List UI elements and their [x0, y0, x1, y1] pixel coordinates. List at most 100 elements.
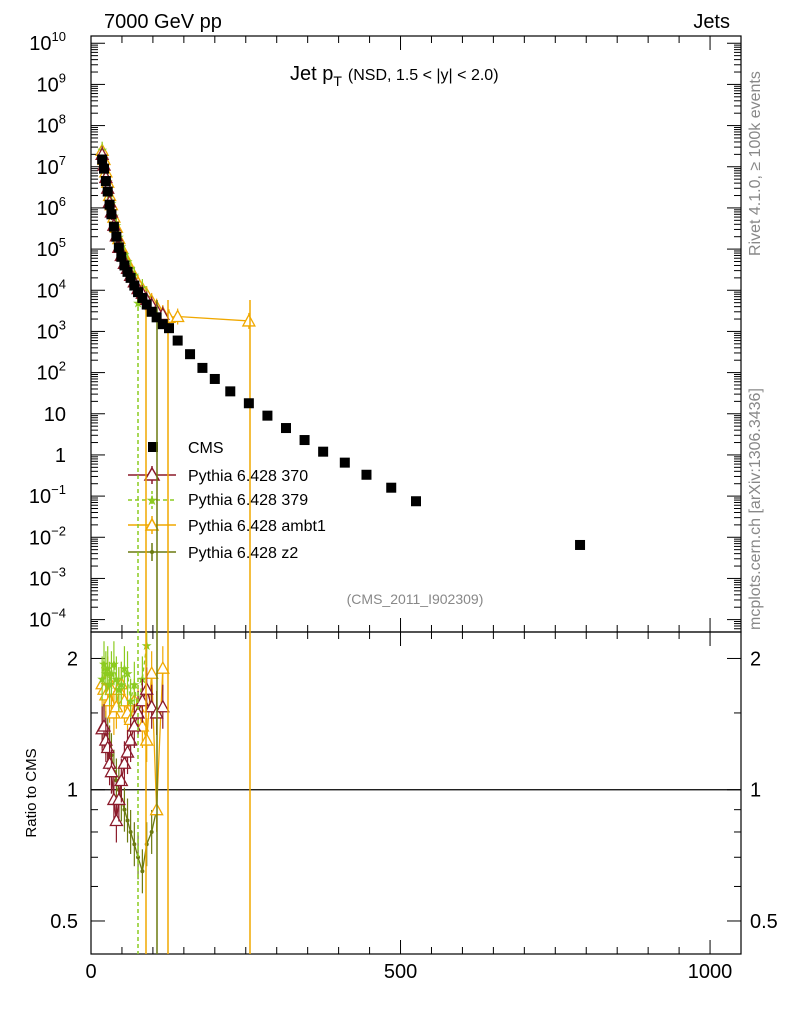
ratio-point	[144, 665, 159, 679]
y-tick-base: 10	[37, 157, 59, 179]
header-analysis-label: Jets	[693, 11, 730, 33]
y-tick-exponent: 9	[59, 70, 66, 85]
y-tick-base: 10	[37, 280, 59, 302]
cms-data-point	[281, 423, 291, 434]
legend-label-z2: Pythia 6.428 z2	[188, 545, 298, 562]
data-point	[241, 313, 256, 327]
ratio-tick-label-right: 2	[750, 648, 761, 670]
ratio-point	[155, 660, 170, 674]
ratio-point: ★	[98, 657, 110, 672]
y-tick-base: 10	[37, 239, 59, 261]
ratio-point	[123, 732, 138, 746]
cms-data-point	[151, 312, 162, 323]
y-tick-exponent: −1	[51, 482, 66, 497]
y-tick-base: 10	[37, 321, 59, 343]
cms-data-point	[97, 154, 108, 165]
ratio-point: ★	[100, 667, 112, 682]
y-tick-base: 10	[29, 486, 51, 508]
y-tick-base: 10	[29, 568, 51, 590]
legend-label-370: Pythia 6.428 370	[188, 468, 308, 485]
cms-data-point	[209, 373, 220, 384]
cms-data-point	[129, 280, 140, 291]
ratio-point: ★	[108, 657, 120, 672]
cms-data-point	[116, 251, 127, 262]
data-point: ★	[132, 297, 144, 312]
ratio-point: ★	[129, 678, 141, 693]
cms-data-point	[339, 457, 350, 468]
ratio-tick-label-right: 1	[750, 780, 761, 802]
y-tick-exponent: 2	[59, 359, 66, 374]
data-point	[170, 309, 185, 323]
analysis-watermark: (CMS_2011_I902309)	[347, 591, 484, 607]
ratio-point	[140, 869, 145, 874]
cms-data-point	[157, 319, 168, 330]
cms-data-point	[318, 446, 329, 457]
y-tick-label: 10−3	[29, 564, 66, 590]
cms-data-point	[100, 176, 111, 187]
y-tick-base: 10	[37, 363, 59, 385]
cms-data-point	[125, 272, 136, 283]
y-tick-label: 10−2	[29, 523, 66, 549]
plot-title-condition: (NSD, 1.5 < |y| < 2.0)	[348, 67, 499, 84]
ratio-point	[104, 764, 119, 778]
y-tick-label: 104	[37, 276, 66, 302]
legend: CMS Pythia 6.428 370 ★ Pythia 6.428 379 …	[128, 440, 326, 562]
legend-marker-cms	[148, 442, 158, 452]
y-tick-label: 105	[37, 235, 66, 261]
cms-data-point	[102, 186, 113, 197]
ratio-tick-label: 1	[67, 780, 78, 802]
y-tick-exponent: 4	[59, 276, 66, 291]
ratio-point	[128, 829, 133, 834]
plot-title-subscript: T	[333, 73, 342, 89]
mcplots-label: mcplots.cern.ch [arXiv:1306.3436]	[747, 388, 764, 630]
ratio-point: ★	[104, 678, 116, 693]
y-tick-base: 10	[29, 610, 51, 632]
ratio-point	[122, 807, 127, 812]
cms-data-point	[411, 496, 421, 507]
cms-data-point	[141, 299, 152, 310]
cms-data-point	[113, 242, 124, 253]
ratio-point	[149, 829, 154, 834]
cms-data-point	[164, 323, 174, 334]
y-tick-base: 10	[44, 404, 66, 426]
y-tick-label: 1	[55, 445, 66, 467]
cms-data-point	[133, 287, 144, 298]
cms-data-point	[361, 469, 372, 480]
cms-data-point	[575, 539, 586, 550]
y-tick-exponent: 6	[59, 194, 66, 209]
header-energy-label: 7000 GeV pp	[104, 11, 222, 33]
y-tick-label: 108	[37, 112, 66, 138]
y-tick-base: 10	[29, 527, 51, 549]
ratio-tick-label-right: 0.5	[750, 911, 778, 933]
cms-data-point	[108, 221, 119, 232]
ratio-point: ★	[102, 662, 114, 677]
y-tick-label: 106	[37, 194, 66, 220]
legend-marker-379: ★	[146, 493, 159, 509]
y-tick-exponent: 10	[52, 29, 66, 44]
x-tick-label: 1000	[688, 961, 733, 983]
y-tick-label: 107	[37, 153, 66, 179]
cms-data-point	[262, 410, 273, 421]
cms-data-point	[99, 163, 109, 174]
ratio-point	[136, 855, 141, 860]
y-tick-base: 10	[37, 74, 59, 96]
series-cms	[97, 154, 586, 550]
ratio-axis-label: Ratio to CMS	[23, 748, 40, 837]
ratio-plot-frame	[90, 631, 742, 955]
ratio-point: ★	[113, 683, 125, 698]
plot-title-main: Jet p	[290, 63, 333, 85]
ratio-point: ★	[122, 667, 134, 682]
ratio-point: ★	[116, 678, 128, 693]
y-tick-label: 10−4	[29, 606, 66, 632]
y-tick-exponent: −3	[51, 564, 66, 579]
y-tick-label: 109	[37, 70, 66, 96]
y-tick-base: 10	[37, 198, 59, 220]
y-tick-base: 10	[37, 116, 59, 138]
ratio-point: ★	[96, 672, 108, 687]
y-tick-exponent: 7	[59, 153, 66, 168]
cms-data-point	[172, 335, 183, 346]
cms-data-point	[137, 292, 148, 303]
y-tick-label: 1010	[29, 29, 66, 55]
ratio-point	[96, 718, 112, 732]
